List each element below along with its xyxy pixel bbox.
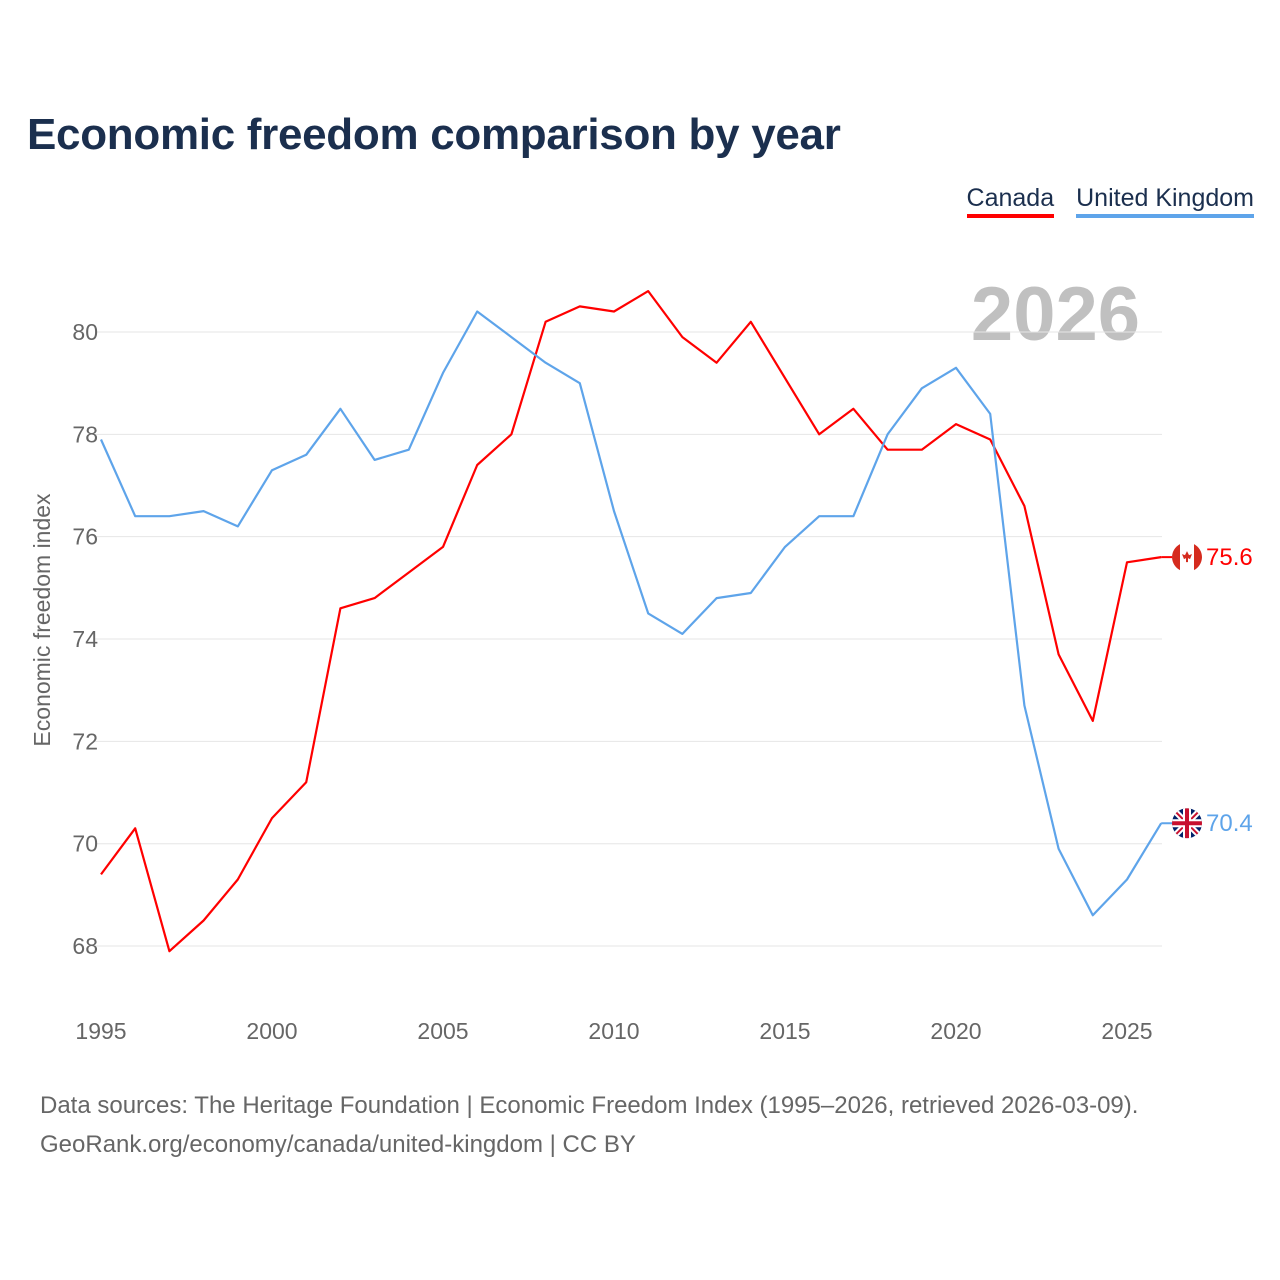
flag-band xyxy=(1194,544,1202,571)
legend-united-kingdom[interactable]: United Kingdom xyxy=(1076,184,1254,218)
footer-sources: Data sources: The Heritage Foundation | … xyxy=(40,1092,1139,1119)
legend-canada[interactable]: Canada xyxy=(966,184,1055,218)
y-tick-label: 68 xyxy=(72,933,98,959)
y-tick-label: 70 xyxy=(72,831,98,857)
y-tick-label: 74 xyxy=(72,626,98,652)
x-tick-label: 2020 xyxy=(930,1018,981,1044)
y-tick-label: 76 xyxy=(72,524,98,550)
footer-url: GeoRank.org/economy/canada/united-kingdo… xyxy=(40,1131,636,1158)
x-tick-label: 2010 xyxy=(588,1018,639,1044)
footer: Data sources: The Heritage Foundation | … xyxy=(40,1086,1138,1164)
uk-flag-icon xyxy=(1172,808,1202,839)
canada-flag-icon xyxy=(1172,542,1202,573)
x-tick-label: 2000 xyxy=(246,1018,297,1044)
flag-cross-red xyxy=(1172,808,1202,839)
year-badge: 2026 xyxy=(971,272,1140,357)
flag-body xyxy=(1172,808,1202,839)
x-tick-label: 2015 xyxy=(759,1018,810,1044)
series-line-canada xyxy=(100,290,1162,953)
maple-leaf xyxy=(1182,551,1192,563)
x-tick-label: 1995 xyxy=(75,1018,126,1044)
y-tick-label: 78 xyxy=(72,421,98,447)
legend: Canada United Kingdom xyxy=(966,184,1254,218)
y-tick-label: 80 xyxy=(72,319,98,345)
end-value-label: 70.4 xyxy=(1206,810,1253,837)
x-tick-label: 2005 xyxy=(417,1018,468,1044)
x-tick-label: 2025 xyxy=(1101,1018,1152,1044)
series-line-united-kingdom xyxy=(99,310,1163,917)
end-value-label: 75.6 xyxy=(1206,544,1253,571)
y-tick-label: 72 xyxy=(72,728,98,754)
chart-title: Economic freedom comparison by year xyxy=(27,110,841,159)
flag-band xyxy=(1172,544,1180,571)
y-axis-label: Economic freedom index xyxy=(29,493,55,747)
